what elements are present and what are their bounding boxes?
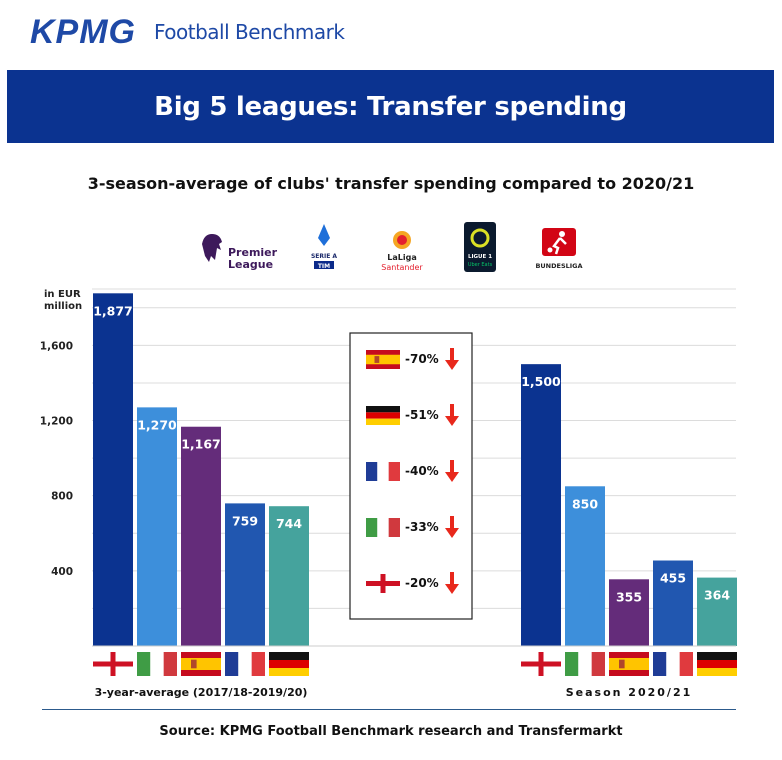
league-logos-row: Premier League SERIE A TIM LaLiga Santander LI… [190,218,610,278]
change-value: -40% [405,464,439,478]
change-flag-italy-icon [366,518,400,537]
bar-value-label: 759 [232,513,258,528]
change-value: -33% [405,520,439,534]
ligue1-label: LIGUE 1 [468,254,492,260]
bar-value-label: 744 [276,516,302,531]
bar-france-0 [225,503,265,646]
chart-subtitle: 3-season-average of clubs' transfer spen… [87,174,695,193]
flag-england-icon [93,652,133,676]
down-arrow-icon [445,348,459,370]
kpmg-logo: KPMG [30,12,136,51]
flag-france-icon [225,652,265,676]
flag-england-icon [521,652,561,676]
bar-value-label: 1,167 [181,437,221,452]
bar-germany-0 [269,506,309,646]
premier-league-lion-icon [202,234,222,262]
bar-france-1 [653,560,693,646]
laliga-label: LaLiga [387,253,416,262]
serie-a-shield-icon [314,224,334,269]
flag-germany-icon [269,652,309,676]
flag-france-icon [653,652,693,676]
y-axis-label-bottom: million [44,301,82,312]
brand-name: Football Benchmark [154,20,345,44]
change-value: -70% [405,352,439,366]
serie-a-sponsor-label: TIM [318,263,330,270]
serie-a-label: SERIE A [311,253,337,260]
bar-spain-1 [609,579,649,646]
bar-england-0 [93,293,133,646]
y-axis-label-top: in EUR [44,289,81,300]
flag-spain-icon [609,652,649,676]
flag-spain-icon [181,652,221,676]
laliga-ball-icon [393,231,411,249]
laliga-sponsor-label: Santander [381,263,423,272]
bar-italy-0 [137,407,177,646]
down-arrow-icon [445,572,459,594]
bar-italy-1 [565,486,605,646]
y-tick-label: 1,600 [40,340,73,352]
page-title: Big 5 leagues: Transfer spending [154,91,627,122]
bar-spain-0 [181,426,221,646]
change-flag-spain-icon [366,350,400,369]
group-label: 3-year-average (2017/18-2019/20) [95,686,308,699]
footer-divider [42,709,736,710]
flag-germany-icon [697,652,737,676]
flag-italy-icon [565,652,605,676]
bar-value-label: 455 [660,571,686,586]
down-arrow-icon [445,460,459,482]
bar-value-label: 850 [572,496,598,511]
group-label: Season 2020/21 [566,686,693,699]
change-value: -51% [405,408,439,422]
change-value: -20% [405,576,439,590]
y-tick-label: 800 [51,491,73,503]
premier-league-label-top: Premier [228,246,278,259]
bundesliga-label: BUNDESLIGA [535,262,582,270]
source-note: Source: KPMG Football Benchmark research… [159,724,623,739]
y-tick-label: 1,200 [40,416,73,428]
y-tick-label: 400 [51,566,73,578]
ligue1-sponsor-label: Uber Eats [468,262,493,268]
bar-germany-1 [697,577,737,646]
change-flag-germany-icon [366,406,400,425]
premier-league-label-bottom: League [228,258,273,271]
down-arrow-icon [445,404,459,426]
bar-value-label: 1,500 [521,374,561,389]
bar-value-label: 1,270 [137,417,177,432]
bar-value-label: 355 [616,589,642,604]
bar-value-label: 364 [704,588,730,603]
change-flag-england-icon [366,574,400,593]
change-flag-france-icon [366,462,400,481]
brand-header: KPMG Football Benchmark [30,10,345,54]
bundesliga-player-icon [542,228,576,256]
ligue1-badge-icon [464,222,496,272]
bar-value-label: 1,877 [93,303,133,318]
down-arrow-icon [445,516,459,538]
flag-italy-icon [137,652,177,676]
bar-england-1 [521,364,561,646]
title-banner: Big 5 leagues: Transfer spending [7,70,774,143]
